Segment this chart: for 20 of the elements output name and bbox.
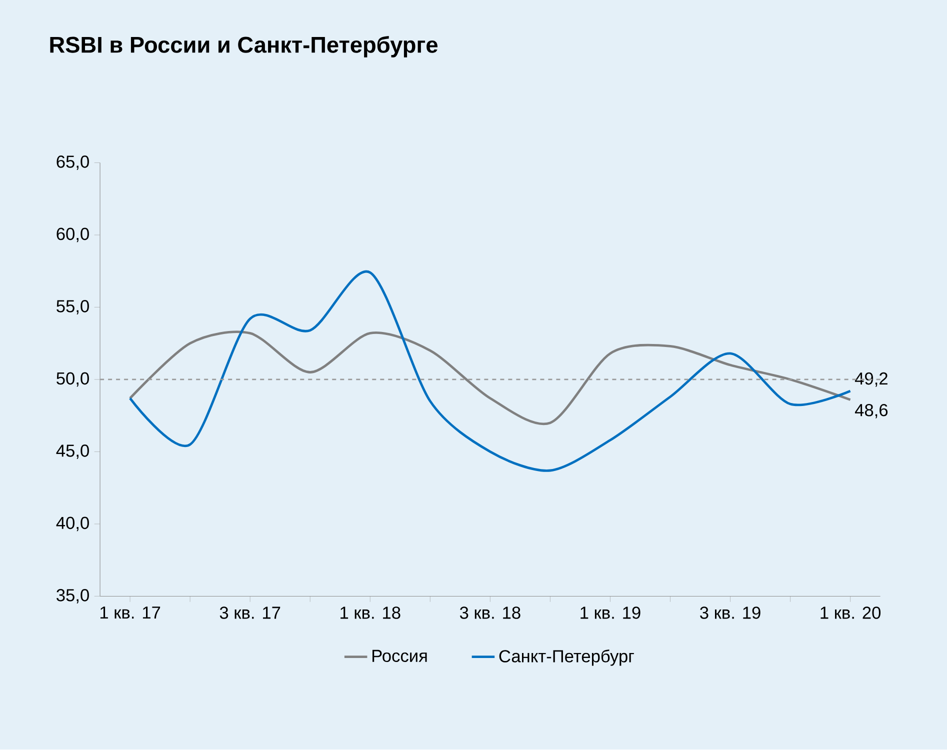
y-tick-label: 40,0: [56, 516, 89, 532]
x-tick-label: 1 кв. 18: [340, 606, 400, 620]
x-tick-label: 1 кв. 17: [100, 606, 160, 619]
x-tick-label: 1 кв. 19: [580, 606, 640, 620]
y-tick-label: 45,0: [56, 444, 89, 460]
y-tick-label: 65,0: [56, 156, 89, 170]
y-tick-label: 60,0: [56, 228, 89, 242]
line-series: [128, 271, 852, 472]
chart-title: RSBI в России и Санкт-Петербурге: [50, 36, 438, 58]
x-tick-label: 3 кв. 19: [700, 606, 760, 620]
legend-label: Россия: [372, 650, 427, 662]
y-tick-label: 35,0: [56, 589, 89, 604]
y-tick-label: 50,0: [56, 372, 89, 387]
y-tick-label: 55,0: [56, 300, 89, 315]
x-tick-label: 3 кв. 18: [460, 606, 520, 620]
data-label: 49,2: [854, 372, 888, 387]
x-tick-label: 1 кв. 20: [820, 606, 881, 620]
legend-label: Санкт-Петербург: [499, 650, 634, 666]
data-label: 48,6: [854, 404, 888, 418]
x-tick-label: 3 кв. 17: [220, 606, 280, 620]
